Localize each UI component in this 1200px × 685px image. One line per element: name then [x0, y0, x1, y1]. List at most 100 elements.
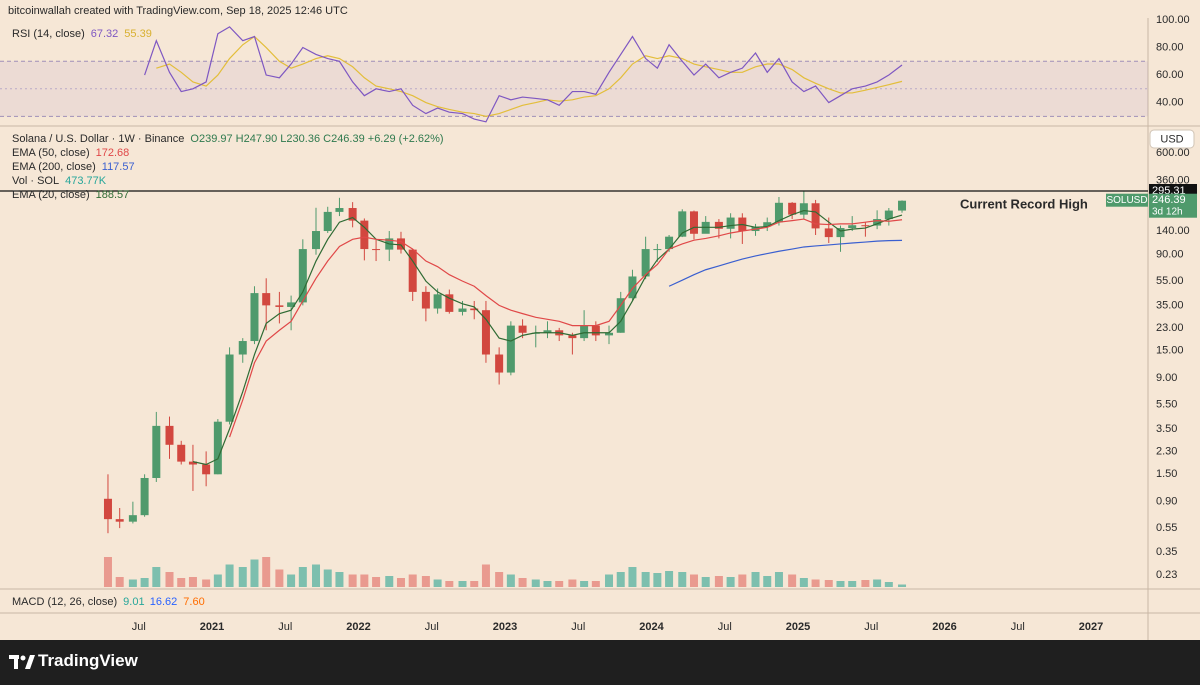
y-tick-label: 1.50: [1156, 468, 1177, 480]
volume-bar: [701, 577, 710, 587]
y-tick-label: 15.00: [1156, 345, 1184, 357]
volume-bar: [616, 572, 625, 587]
x-tick-label: Jul: [571, 621, 585, 633]
ohlc: O239.97 H247.90 L230.36 C246.39 +6.29 (+…: [190, 133, 443, 145]
candle-body: [298, 249, 307, 303]
rsi-legend: RSI (14, close) 67.32 55.39: [12, 28, 152, 40]
currency[interactable]: USD: [1160, 133, 1183, 145]
candle-body: [408, 249, 417, 292]
logo: [9, 655, 35, 669]
ema-legend: EMA (200, close) 117.57: [12, 161, 135, 173]
candle-body: [335, 208, 344, 212]
annotation: Current Record High: [960, 196, 1088, 211]
volume-bar: [738, 574, 747, 587]
y-tick-label: 0.90: [1156, 496, 1177, 508]
candle-body: [543, 330, 552, 333]
volume-legend: Vol · SOL 473.77K: [12, 175, 107, 187]
x-tick-label: Jul: [864, 621, 878, 633]
volume-bar: [543, 581, 552, 587]
volume-bar: [848, 581, 857, 587]
rsi-tick-label: 80.00: [1156, 41, 1184, 53]
volume-bar: [188, 577, 197, 587]
volume-bar: [824, 580, 833, 587]
volume-bar: [470, 581, 479, 587]
volume-bar: [360, 574, 369, 587]
volume-bar: [165, 572, 174, 587]
candle-body: [861, 225, 870, 227]
x-tick-label: 2023: [493, 621, 517, 633]
volume-name: Vol · SOL: [12, 175, 59, 187]
x-tick-label: 2024: [639, 621, 664, 633]
volume-bar: [580, 581, 589, 587]
x-tick-label: Jul: [425, 621, 439, 633]
volume-bar: [275, 569, 284, 587]
symbol-tag-bg: [1106, 193, 1148, 207]
ema-name: EMA (200, close): [12, 161, 96, 173]
candle-body: [262, 293, 271, 306]
candle-body: [128, 515, 137, 522]
volume-bar: [225, 564, 234, 587]
macd-value: 9.01: [123, 596, 144, 608]
candle-body: [202, 464, 211, 475]
ema-name: EMA (50, close): [12, 147, 90, 159]
candle-body: [641, 249, 650, 277]
candle-body: [616, 298, 625, 333]
candle-body: [396, 238, 405, 250]
last-price: 246.39: [1152, 194, 1186, 206]
volume-bar: [898, 584, 907, 587]
symbol-legend: Solana / U.S. Dollar · 1W · Binance O239.…: [12, 133, 444, 145]
candle-body: [848, 225, 857, 229]
volume-bar: [641, 572, 650, 587]
candle-body: [470, 308, 479, 311]
candle-body: [275, 305, 284, 307]
volume-bar: [298, 567, 307, 587]
volume-bar: [481, 564, 490, 587]
y-tick-label: 23.00: [1156, 322, 1184, 334]
x-tick-label: Jul: [1011, 621, 1025, 633]
candle-body: [884, 210, 893, 220]
candle-body: [213, 421, 222, 475]
macd-value: 16.62: [150, 596, 178, 608]
volume-bar: [788, 574, 797, 587]
y-tick-label: 600.00: [1156, 147, 1190, 159]
candle-body: [898, 200, 907, 211]
credit: bitcoinwallah created with TradingView.c…: [8, 5, 348, 17]
rsi-tick-label: 60.00: [1156, 69, 1184, 81]
ema-value: 117.57: [102, 161, 135, 173]
footer: TradingView: [0, 640, 1200, 685]
candle-body: [433, 294, 442, 309]
rsi-line: [144, 26, 903, 123]
x-tick-label: Jul: [132, 621, 146, 633]
ema-line: [229, 218, 903, 438]
ema-name: EMA (20, close): [12, 189, 90, 201]
volume-bar: [372, 577, 381, 587]
volume-bar: [555, 581, 564, 587]
candle-body: [348, 208, 357, 221]
volume-bar: [811, 579, 820, 587]
candle-body: [568, 335, 577, 339]
volume-bar: [115, 577, 124, 587]
rsi-tick-label: 100.00: [1156, 14, 1190, 26]
currency-button[interactable]: [1149, 129, 1195, 149]
candle-body: [481, 310, 490, 355]
ema-line: [668, 239, 903, 287]
volume-bar: [836, 581, 845, 587]
candle-body: [628, 276, 637, 299]
volume-bar: [408, 574, 417, 587]
background: [0, 0, 1200, 640]
candle-body: [115, 519, 124, 522]
candle-body: [360, 220, 369, 250]
candle-body: [287, 302, 296, 307]
volume-bar: [385, 576, 394, 587]
macd-value: 7.60: [183, 596, 204, 608]
volume-bar: [884, 582, 893, 587]
volume-bar: [335, 572, 344, 587]
ema-line: [192, 209, 903, 466]
volume-bar: [128, 579, 137, 587]
y-tick-label: 3.50: [1156, 423, 1177, 435]
volume-bar: [799, 578, 808, 587]
volume-bar: [262, 557, 271, 587]
candle-body: [372, 249, 381, 251]
volume-bar: [250, 559, 259, 587]
volume-bar: [726, 577, 735, 587]
